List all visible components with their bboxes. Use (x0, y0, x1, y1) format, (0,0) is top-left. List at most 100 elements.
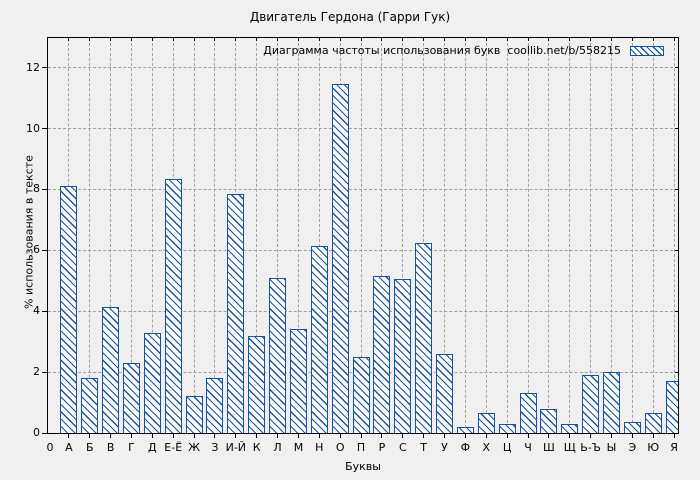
v-gridline-Ы (610, 38, 612, 433)
x-tick-Е-Ё (172, 434, 174, 438)
bar-Б (81, 378, 99, 433)
v-gridline-К (256, 38, 258, 433)
x-tick-label-Д: Д (148, 441, 157, 454)
x-tick-label-В: В (106, 441, 115, 454)
v-gridline-Ч (527, 38, 529, 433)
bar-Д (143, 333, 161, 433)
v-gridline-Ю (652, 38, 654, 433)
h-gridline-10 (48, 128, 678, 129)
v-gridline-Щ (569, 38, 571, 433)
x-tick-label-И-Й: И-Й (225, 441, 247, 454)
x-tick-label-Г: Г (128, 441, 135, 454)
x-tick-top-Г (130, 38, 132, 41)
y-tick-inner-2 (675, 371, 678, 373)
x-tick-label-Ф: Ф (460, 441, 471, 454)
x-tick-Ч (527, 434, 529, 438)
h-gridline-4 (48, 310, 678, 312)
x-tick-label-Р: Р (378, 441, 386, 454)
x-tick-top-Э (631, 38, 633, 41)
y-tick-inner-12 (675, 67, 678, 69)
bar-И-Й (227, 194, 245, 433)
x-tick-label-Л: Л (273, 441, 282, 454)
v-gridline-Я (673, 38, 675, 433)
x-tick-top-О (339, 38, 341, 41)
x-tick-label-У: У (441, 441, 448, 454)
v-gridline-Ь-Ъ (590, 38, 592, 433)
x-tick-top-Я (673, 38, 675, 41)
x-tick-label-Ш: Ш (542, 441, 555, 454)
bar-Ф (456, 427, 474, 433)
plot-area: Диаграмма частоты использования букв coo… (47, 37, 679, 434)
y-tick-12 (42, 67, 47, 69)
x-tick-top-Ы (610, 38, 612, 41)
x-tick-Ж (193, 434, 195, 438)
y-tick-label-8: 8 (33, 182, 40, 196)
bar-У (436, 354, 454, 433)
x-tick-Ю (652, 434, 654, 438)
x-tick-top-К (256, 38, 258, 41)
v-gridline-Г (130, 38, 132, 433)
x-tick-top-Ф (464, 38, 466, 41)
y-tick-inner-10 (675, 128, 678, 129)
v-gridline-Т (423, 38, 425, 433)
y-tick-inner-6 (675, 249, 678, 251)
x-tick-label-Ц: Ц (502, 441, 512, 454)
v-gridline-С (402, 38, 404, 433)
legend: Диаграмма частоты использования букв coo… (263, 44, 664, 57)
bar-П (352, 357, 370, 433)
x-tick-top-М (297, 38, 299, 41)
y-tick-label-2: 2 (33, 365, 40, 379)
x-tick-Э (631, 434, 633, 438)
v-gridline-У (444, 38, 446, 433)
bar-Р (373, 276, 391, 433)
v-gridline-Ж (193, 38, 195, 433)
y-tick-10 (42, 128, 47, 129)
legend-label: Диаграмма частоты использования букв coo… (263, 44, 621, 57)
x-tick-label-Щ: Щ (563, 441, 576, 454)
x-tick-top-Ю (652, 38, 654, 41)
y-tick-label-6: 6 (33, 243, 40, 257)
y-tick-4 (42, 310, 47, 312)
y-tick-inner-8 (675, 188, 678, 190)
x-tick-top-Ш (548, 38, 550, 41)
x-tick-label-П: П (356, 441, 366, 454)
x-tick-С (402, 434, 404, 438)
x-tick-top-Х (485, 38, 487, 41)
bar-Я (665, 381, 678, 433)
x-tick-Ш (548, 434, 550, 438)
x-tick-М (297, 434, 299, 438)
x-tick-top-А (68, 38, 70, 41)
x-tick-label-К: К (252, 441, 261, 454)
x-tick-top-У (444, 38, 446, 41)
v-gridline-Ф (464, 38, 466, 433)
x-tick-Ь-Ъ (590, 434, 592, 438)
x-tick-К (256, 434, 258, 438)
y-tick-label-4: 4 (33, 304, 40, 318)
y-tick-6 (42, 249, 47, 251)
x-tick-В (110, 434, 112, 438)
bar-Э (623, 422, 641, 433)
x-tick-label-Ю: Ю (647, 441, 660, 454)
x-tick-label-Ы: Ы (606, 441, 617, 454)
bar-О (331, 84, 349, 433)
x-tick-label-Ч: Ч (524, 441, 532, 454)
y-tick-0 (42, 432, 47, 434)
y-tick-2 (42, 371, 47, 373)
bar-Ы (602, 372, 620, 433)
bar-Е-Ё (164, 179, 182, 433)
x-tick-label-origin: 0 (46, 441, 54, 454)
v-gridline-Х (485, 38, 487, 433)
bar-Г (122, 363, 140, 433)
v-gridline-Б (89, 38, 91, 433)
x-tick-top-Б (89, 38, 91, 41)
x-tick-label-Х: Х (482, 441, 491, 454)
v-gridline-Э (631, 38, 633, 433)
x-tick-top-Ц (506, 38, 508, 41)
y-axis-title: % использования в тексте (22, 155, 36, 309)
x-tick-У (444, 434, 446, 438)
v-gridline-П (360, 38, 362, 433)
x-tick-label-Ж: Ж (188, 441, 200, 454)
x-axis-title: Буквы (345, 460, 381, 473)
bar-К (248, 336, 266, 433)
